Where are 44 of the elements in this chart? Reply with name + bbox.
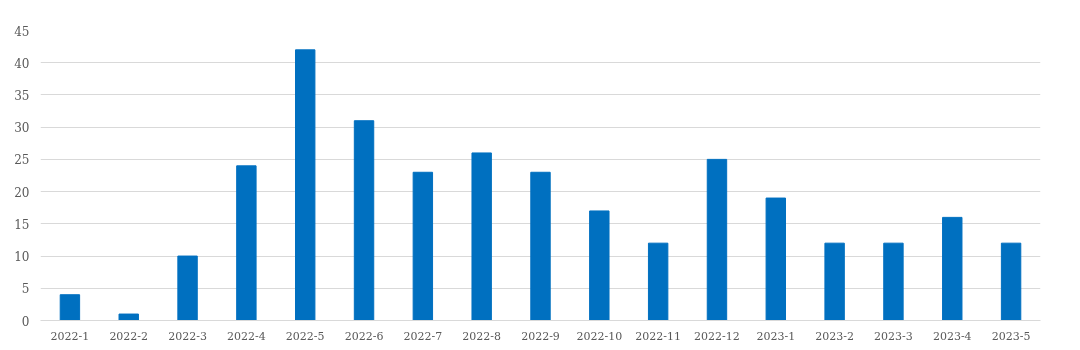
x-tick-label: 2022-9 — [521, 329, 560, 343]
bar — [706, 158, 728, 321]
bar — [353, 120, 375, 321]
bar — [530, 171, 551, 321]
y-tick-label: 15 — [14, 217, 30, 232]
y-tick-label: 20 — [14, 185, 30, 200]
bar — [647, 242, 669, 321]
bar — [765, 197, 786, 321]
y-tick-label: 30 — [14, 121, 30, 136]
x-tick-label: 2022-4 — [227, 329, 266, 343]
x-tick-label: 2023-4 — [932, 329, 972, 343]
y-tick-label: 25 — [14, 153, 30, 168]
bar — [59, 294, 81, 321]
y-tick-label: 0 — [21, 314, 30, 329]
y-tick-label: 5 — [21, 282, 30, 297]
x-tick-label: 2023-3 — [874, 329, 913, 343]
x-tick-label: 2022-1 — [50, 329, 90, 343]
bar — [471, 152, 492, 321]
x-tick-label: 2022-12 — [694, 329, 740, 343]
x-tick-label: 2022-8 — [462, 329, 502, 343]
x-tick-label: 2022-3 — [168, 329, 207, 343]
bar — [1000, 242, 1022, 321]
x-tick-label: 2022-7 — [403, 329, 443, 343]
bar — [942, 216, 963, 321]
x-tick-label: 2023-5 — [991, 329, 1031, 343]
y-tick-label: 10 — [14, 250, 30, 265]
x-tick-label: 2023-1 — [756, 329, 796, 343]
x-tick-label: 2022-2 — [109, 329, 149, 343]
x-tick-label: 2022-5 — [285, 329, 325, 343]
bar — [118, 313, 139, 321]
bar — [236, 165, 257, 321]
bar — [824, 242, 845, 321]
y-tick-label: 45 — [14, 24, 30, 39]
x-tick-label: 2022-6 — [344, 329, 384, 343]
y-tick-label: 35 — [14, 88, 30, 103]
x-tick-label: 2022-10 — [576, 329, 623, 343]
y-tick-label: 40 — [14, 56, 30, 71]
x-tick-label: 2022-11 — [635, 329, 682, 343]
bar — [883, 242, 904, 321]
bar — [295, 49, 316, 321]
x-tick-label: 2023-2 — [815, 329, 854, 343]
bar — [177, 255, 198, 321]
bar — [589, 210, 610, 321]
bar — [412, 171, 434, 321]
